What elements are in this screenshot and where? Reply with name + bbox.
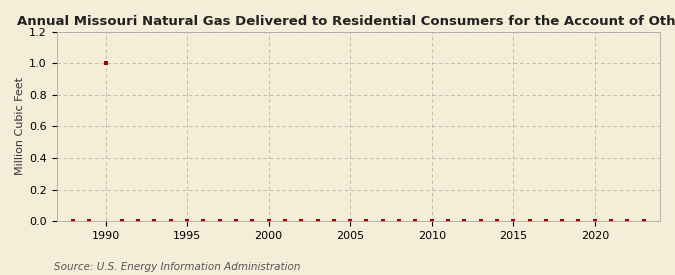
Text: Source: U.S. Energy Information Administration: Source: U.S. Energy Information Administ… [54,262,300,272]
Y-axis label: Million Cubic Feet: Million Cubic Feet [15,78,25,175]
Title: Annual Missouri Natural Gas Delivered to Residential Consumers for the Account o: Annual Missouri Natural Gas Delivered to… [18,15,675,28]
